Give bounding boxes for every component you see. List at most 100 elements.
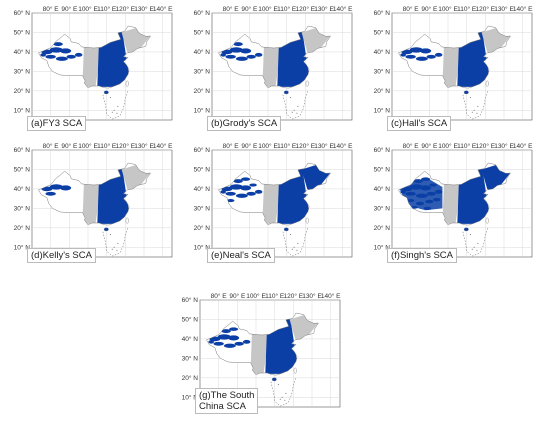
lon-tick-label: 100° E	[438, 5, 458, 13]
lat-tick-label: 10° N	[182, 393, 199, 401]
snow-patch	[399, 179, 443, 211]
snow-patch	[233, 179, 243, 184]
lon-tick-label: 120° E	[476, 5, 496, 13]
island-dot	[296, 249, 298, 251]
map-c: 80° E 90° E 100° E 110° E 120° E 130° E 140° E…	[374, 5, 533, 121]
snow-patch	[246, 54, 256, 59]
snow-patch	[405, 54, 416, 59]
country-border	[398, 162, 511, 226]
snow-patch	[225, 54, 236, 59]
island-dot	[469, 97, 471, 99]
lat-tick-label: 50° N	[194, 28, 211, 36]
lat-tick-label: 50° N	[182, 315, 199, 323]
lat-tick-label: 50° N	[374, 28, 391, 36]
lat-tick-label: 10° N	[374, 243, 391, 251]
lon-tick-label: 140° E	[333, 142, 353, 150]
nine-dash-line	[270, 376, 297, 407]
snow-patch	[208, 340, 214, 344]
lat-tick-label: 60° N	[194, 9, 211, 17]
lon-tick-label: 130° E	[302, 292, 322, 300]
snow-patch	[242, 339, 251, 344]
snow-patch	[234, 341, 244, 346]
lon-tick-label: 110° E	[277, 142, 297, 150]
island-dot	[293, 246, 295, 248]
snow-patch	[49, 47, 63, 53]
snow-patch	[228, 327, 239, 331]
lon-tick-label: 130° E	[494, 5, 514, 13]
snow-patch	[220, 190, 226, 194]
lat-tick-label: 30° N	[374, 204, 391, 212]
lon-tick-label: 90° E	[241, 5, 258, 13]
snow-patch	[221, 329, 231, 334]
snow-patch	[220, 53, 226, 57]
lat-tick-label: 40° N	[14, 185, 31, 193]
island-dot	[117, 242, 119, 244]
island-dot	[116, 249, 118, 251]
taiwan-island	[293, 367, 297, 374]
snow-patch	[60, 48, 72, 54]
island-dot	[297, 242, 299, 244]
lat-tick-label: 20° N	[194, 87, 211, 95]
lon-tick-label: 120° E	[284, 292, 304, 300]
lon-tick-label: 140° E	[333, 5, 353, 13]
hainan-island	[271, 377, 277, 382]
island-dot	[476, 249, 478, 251]
lon-tick-label: 100° E	[246, 292, 266, 300]
lat-tick-label: 10° N	[194, 106, 211, 114]
island-dot	[284, 399, 286, 401]
snow-patch	[213, 341, 224, 346]
lat-tick-label: 20° N	[194, 224, 211, 232]
lon-tick-label: 140° E	[321, 292, 341, 300]
lon-tick-label: 140° E	[513, 142, 533, 150]
lon-tick-label: 100° E	[258, 5, 278, 13]
snow-patch	[223, 343, 236, 348]
lat-tick-label: 40° N	[182, 335, 199, 343]
island-dot	[279, 398, 281, 400]
lat-tick-label: 30° N	[374, 67, 391, 75]
lat-tick-label: 10° N	[374, 106, 391, 114]
country-border	[398, 25, 511, 89]
lat-tick-label: 20° N	[14, 87, 31, 95]
snow-patch	[400, 53, 406, 57]
snow-patch	[225, 191, 236, 196]
lon-tick-label: 100° E	[78, 5, 98, 13]
island-dot	[293, 109, 295, 111]
snow-patch	[233, 42, 243, 47]
snow-patch	[254, 189, 263, 194]
snow-patch	[415, 56, 428, 61]
map-panel-c: 80° E 90° E 100° E 110° E 120° E 130° E 140° E…	[370, 5, 540, 131]
snow-patch	[45, 191, 56, 196]
snow-patch	[254, 52, 263, 57]
lat-tick-label: 30° N	[14, 204, 31, 212]
island-dot	[113, 109, 115, 111]
map-e: 80° E 90° E 100° E 110° E 120° E 130° E 140° E…	[194, 142, 353, 258]
lat-tick-label: 30° N	[194, 204, 211, 212]
lat-tick-label: 50° N	[14, 28, 31, 36]
lat-tick-label: 40° N	[194, 48, 211, 56]
lon-tick-label: 80° E	[223, 142, 240, 150]
lat-tick-label: 40° N	[374, 48, 391, 56]
snow-patch	[240, 48, 252, 54]
lon-tick-label: 110° E	[277, 5, 297, 13]
map-a: 80° E 90° E 100° E 110° E 120° E 130° E 140° E…	[14, 5, 173, 121]
lat-tick-label: 50° N	[194, 165, 211, 173]
snow-patch	[249, 183, 257, 187]
taiwan-island	[125, 80, 129, 87]
taiwan-island	[305, 80, 309, 87]
snow-patch	[40, 53, 46, 57]
lon-tick-label: 80° E	[211, 292, 228, 300]
map-panel-f: 80° E 90° E 100° E 110° E 120° E 130° E 140° E…	[370, 142, 540, 268]
island-dot	[109, 234, 111, 236]
snow-patch	[235, 56, 248, 61]
hainan-island	[463, 90, 469, 95]
panel-label-f: (f)Singh's SCA	[387, 248, 458, 263]
map-d: 80° E 90° E 100° E 110° E 120° E 130° E 140° E…	[14, 142, 173, 258]
taiwan-island	[125, 217, 129, 224]
map-g: 80° E 90° E 100° E 110° E 120° E 130° E 140° E…	[182, 292, 341, 408]
snow-patch	[217, 334, 231, 340]
island-dot	[289, 234, 291, 236]
lon-tick-label: 100° E	[438, 142, 458, 150]
snow-patch	[60, 185, 72, 191]
map-panel-a: 80° E 90° E 100° E 110° E 120° E 130° E 140° E…	[10, 5, 180, 131]
snow-patch	[66, 54, 76, 59]
